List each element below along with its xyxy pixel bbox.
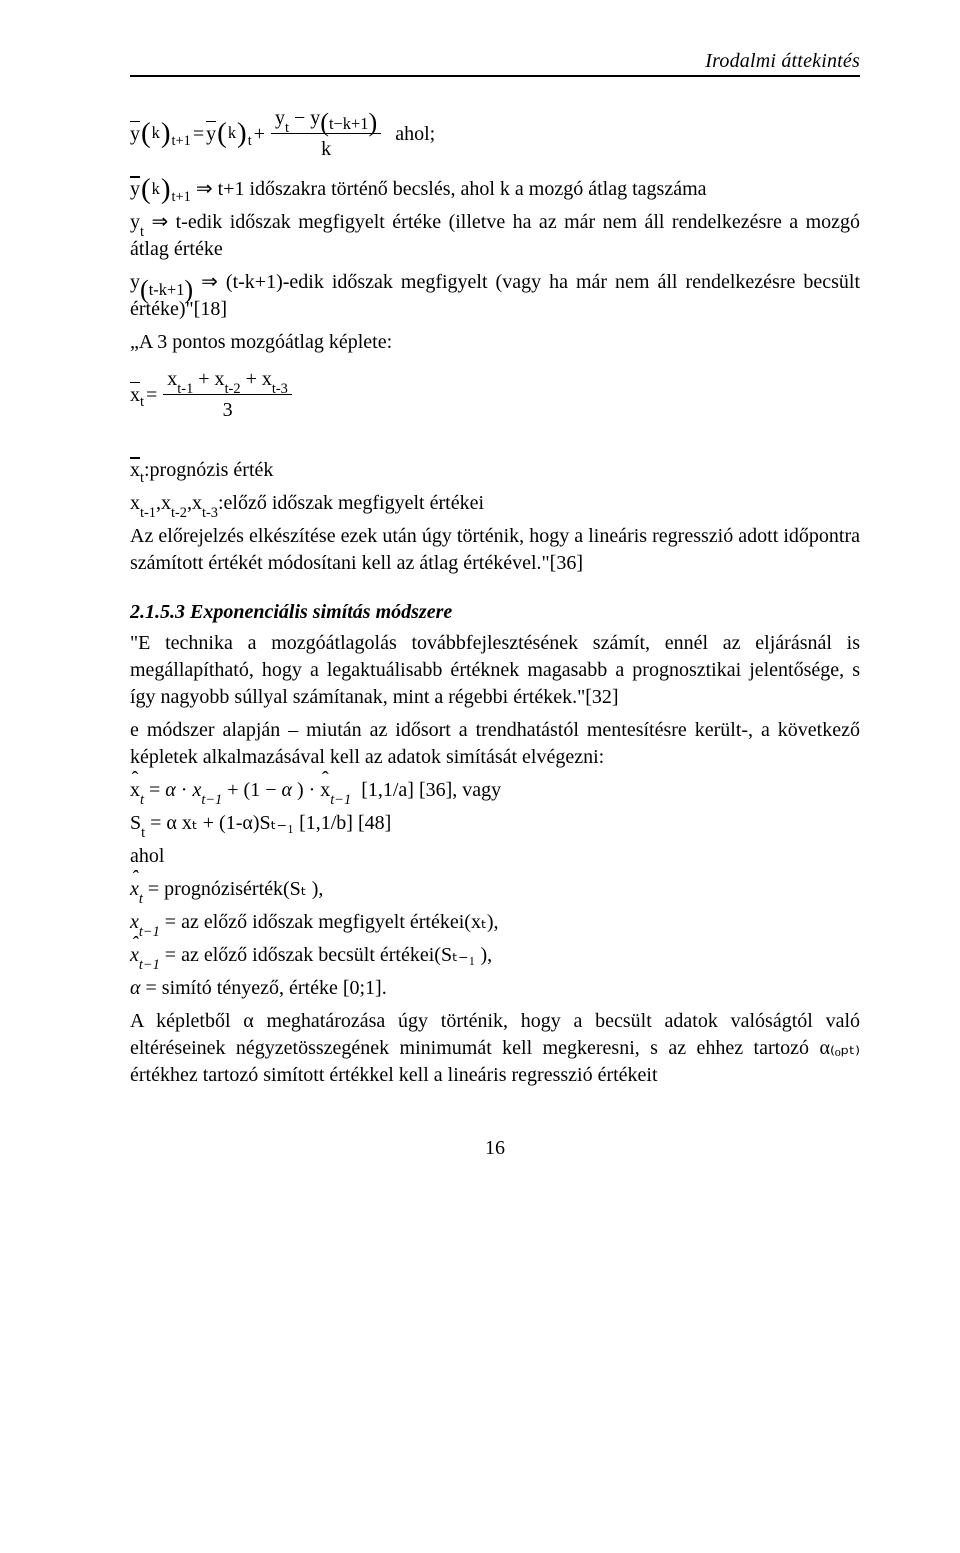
exp-eq1-trailing: [1,1/a] [36], vagy: [361, 779, 501, 801]
def-ybar-tplus1-text: ⇒ t+1 időszakra történő becslés, ahol k …: [196, 178, 707, 200]
def-alpha-text: = simító tényező, értéke [0;1].: [146, 977, 387, 999]
exp-eq2-text: = α xₜ + (1-α)Sₜ₋₁ [1,1/b] [48]: [150, 812, 391, 834]
closing-paragraph: A képletből α meghatározása úgy történik…: [130, 1008, 860, 1089]
eq1-trailing: ahol;: [395, 121, 435, 147]
def-xprev-text: :előző időszak megfigyelt értékei: [218, 492, 484, 514]
def-y-t-text: ⇒ t-edik időszak megfigyelt értéke (ille…: [130, 211, 860, 260]
forecast-modification-paragraph: Az előrejelzés elkészítése ezek után úgy…: [130, 523, 860, 577]
definition-alpha: α = simító tényező, értéke [0;1].: [130, 975, 860, 1002]
definition-xhat-t: xt = prognózisérték(Sₜ ),: [130, 876, 860, 903]
equation-exp-smoothing-2: St = α xₜ + (1-α)Sₜ₋₁ [1,1/b] [48]: [130, 810, 860, 837]
ahol-label: ahol: [130, 843, 860, 870]
subheading-2-1-5-3: 2.1.5.3 Exponenciális simítás módszere: [130, 601, 860, 624]
equation-moving-average-update: y (k) t+1 = y (k) t + yt − y(t−k+1) k ah…: [130, 105, 860, 162]
definition-x-previous: xt-1,xt-2,xt-3:előző időszak megfigyelt …: [130, 490, 860, 517]
def-y-tmk1-text: ⇒ (t-k+1)-edik időszak megfigyelt (vagy …: [130, 271, 860, 320]
definition-x-t-minus-1: xt−1 = az előző időszak megfigyelt érték…: [130, 909, 860, 936]
exp-smoothing-paragraph-2: e módszer alapján – miután az idősort a …: [130, 717, 860, 771]
equation-exp-smoothing-1: xt = α · xt−1 + (1 − α ) · xt−1 [1,1/a] …: [130, 777, 860, 804]
definition-y-t: yt ⇒ t-edik időszak megfigyelt értéke (i…: [130, 209, 860, 263]
exp-smoothing-paragraph-1: "E technika a mozgóátlagolás továbbfejle…: [130, 630, 860, 711]
definition-xbar-t: xt:prognózis érték: [130, 457, 860, 484]
def-xhatm1-text: = az előző időszak becsült értékei(Sₜ₋₁ …: [165, 944, 492, 966]
def-xbar-text: :prognózis érték: [144, 459, 273, 481]
definition-ybar-t-plus-1: y (k) t+1 ⇒ t+1 időszakra történő becslé…: [130, 176, 860, 203]
equation-3pt-moving-average: xt = xt-1 + xt-2 + xt-3 3: [130, 366, 860, 423]
page-number: 16: [130, 1137, 860, 1160]
running-header: Irodalmi áttekintés: [130, 50, 860, 77]
definition-xhat-t-minus-1: xt−1 = az előző időszak becsült értékei(…: [130, 942, 860, 969]
def-xhat-text: = prognózisérték(Sₜ ),: [148, 878, 323, 900]
ma3-intro: „A 3 pontos mozgóátlag képlete:: [130, 329, 860, 356]
def-xtm1-text: = az előző időszak megfigyelt értékei(xₜ…: [165, 911, 499, 933]
page: Irodalmi áttekintés y (k) t+1 = y (k) t …: [0, 0, 960, 1553]
definition-y-t-minus-k-plus-1: y(t-k+1) ⇒ (t-k+1)-edik időszak megfigye…: [130, 269, 860, 323]
